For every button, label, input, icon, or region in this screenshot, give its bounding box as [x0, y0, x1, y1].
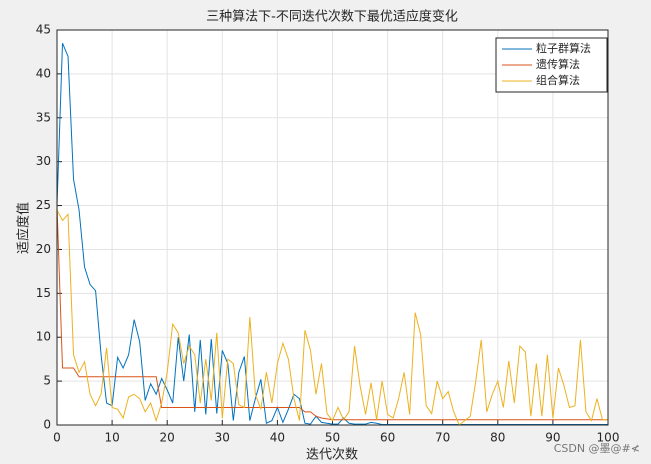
y-tick-label: 35	[36, 110, 51, 124]
watermark: CSDN @墨@#≮	[554, 442, 640, 455]
y-tick-label: 25	[36, 198, 51, 212]
y-tick-label: 15	[36, 286, 51, 300]
series-line	[56, 209, 608, 426]
x-axis-label: 迭代次数	[306, 447, 358, 463]
y-tick-label: 45	[36, 23, 51, 37]
x-tick-label: 50	[325, 431, 340, 445]
y-tick-label: 40	[36, 66, 51, 80]
x-tick-label: 70	[435, 431, 450, 445]
y-tick-label: 5	[43, 374, 51, 388]
x-tick-label: 0	[53, 431, 61, 445]
legend-label: 组合算法	[536, 73, 580, 87]
x-tick-label: 20	[160, 431, 175, 445]
x-tick-label: 80	[490, 431, 505, 445]
y-axis-label: 适应度值	[16, 202, 32, 254]
x-tick-label: 10	[104, 431, 119, 445]
axes-box	[56, 29, 609, 426]
legend-label: 遗传算法	[536, 57, 580, 71]
x-tick-label: 90	[545, 431, 560, 445]
y-tick-label: 0	[43, 418, 51, 432]
x-tick-label: 30	[215, 431, 230, 445]
y-tick-label: 20	[36, 242, 51, 256]
y-tick-label: 30	[36, 154, 51, 168]
x-tick-label: 60	[380, 431, 395, 445]
legend-label: 粒子群算法	[536, 41, 591, 55]
x-tick-label: 100	[597, 431, 620, 445]
x-tick-label: 40	[270, 431, 285, 445]
y-tick-label: 10	[36, 330, 51, 344]
chart-title: 三种算法下-不同迭代次数下最优适应度变化	[206, 9, 458, 25]
